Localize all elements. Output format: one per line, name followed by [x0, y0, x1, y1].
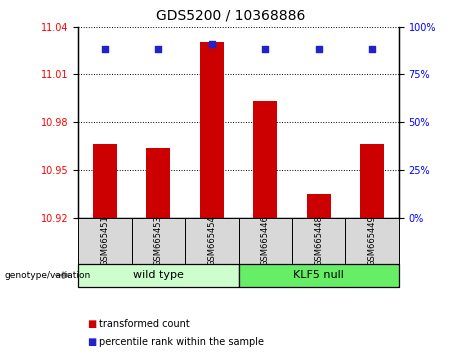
Text: genotype/variation: genotype/variation: [5, 271, 91, 280]
Text: GSM665451: GSM665451: [100, 215, 110, 266]
Text: ■: ■: [88, 337, 97, 347]
Text: KLF5 null: KLF5 null: [293, 270, 344, 280]
Point: [368, 47, 376, 52]
Bar: [185, 218, 239, 264]
Point: [101, 47, 109, 52]
Text: percentile rank within the sample: percentile rank within the sample: [99, 337, 264, 347]
Text: GSM665454: GSM665454: [207, 215, 216, 266]
Bar: [253, 101, 277, 218]
Bar: [360, 144, 384, 218]
Bar: [292, 218, 345, 264]
Text: GSM665446: GSM665446: [261, 215, 270, 266]
Bar: [200, 42, 224, 218]
Bar: [93, 144, 117, 218]
Text: GSM665453: GSM665453: [154, 215, 163, 266]
Bar: [239, 264, 399, 287]
Bar: [147, 148, 171, 218]
Text: wild type: wild type: [133, 270, 184, 280]
Bar: [78, 218, 132, 264]
Point: [315, 47, 322, 52]
Text: GDS5200 / 10368886: GDS5200 / 10368886: [156, 9, 305, 23]
Bar: [345, 218, 399, 264]
Point: [155, 47, 162, 52]
Point: [208, 41, 216, 47]
Bar: [307, 194, 331, 218]
Text: ■: ■: [88, 319, 97, 329]
Text: GSM665449: GSM665449: [367, 215, 377, 266]
Text: GSM665448: GSM665448: [314, 215, 323, 266]
Bar: [78, 264, 239, 287]
Bar: [239, 218, 292, 264]
Text: transformed count: transformed count: [99, 319, 190, 329]
Bar: [132, 218, 185, 264]
Point: [261, 47, 269, 52]
